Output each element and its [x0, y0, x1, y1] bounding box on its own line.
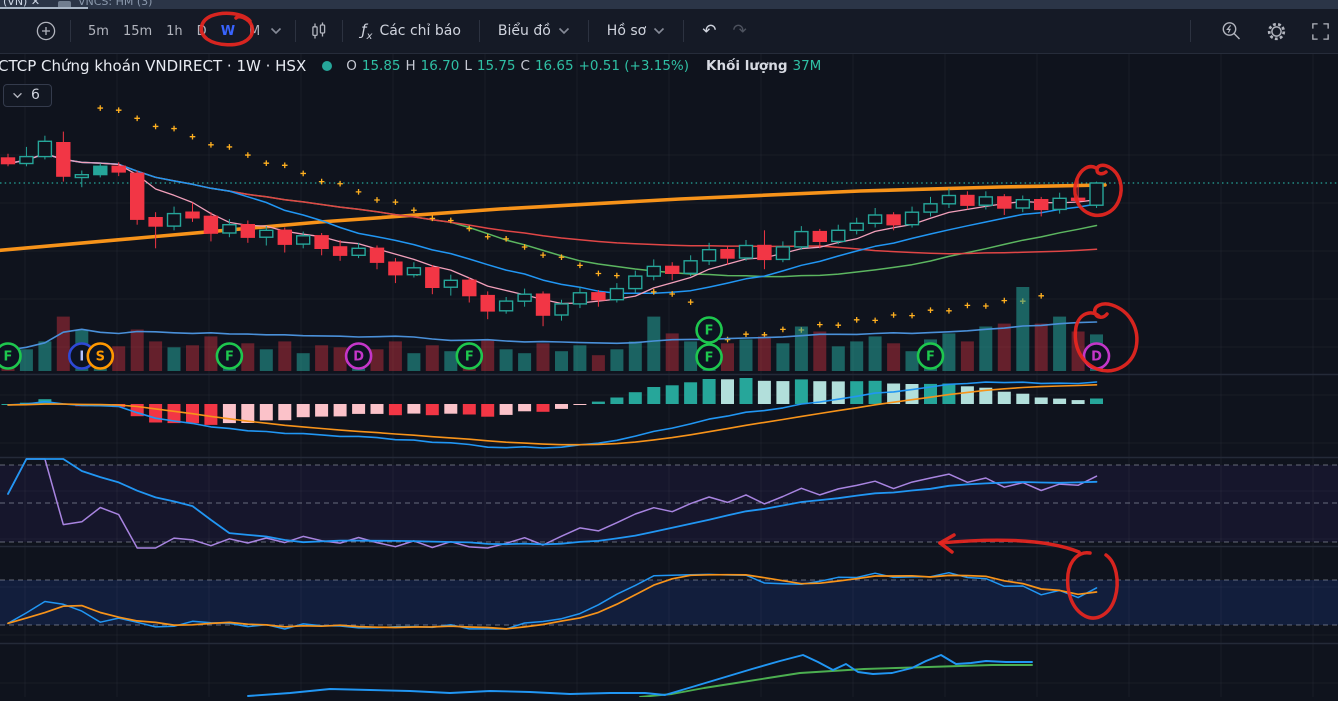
svg-text:F: F — [926, 350, 935, 365]
chevron-down-icon — [654, 27, 665, 35]
candlestick-icon — [312, 22, 326, 39]
volume-marker-F: F — [215, 342, 244, 370]
chart-menu-button[interactable]: Biểu đồ — [490, 19, 578, 43]
browser-tab-strip: (VN) ✕ VNCS: HM (3) — [0, 0, 1338, 9]
timeframe-dropdown-button[interactable] — [267, 24, 285, 38]
svg-text:I: I — [79, 350, 84, 365]
svg-text:F: F — [705, 324, 714, 339]
chart-style-button[interactable] — [306, 18, 332, 44]
search-flash-icon — [1222, 21, 1240, 39]
undo-button[interactable]: ↶ — [702, 21, 717, 41]
stoch-k-line — [7, 571, 1098, 630]
rsi-line — [7, 458, 1098, 549]
quick-search-button[interactable] — [1217, 17, 1246, 46]
bottom-green-line — [639, 664, 1033, 698]
svg-text:F: F — [4, 350, 13, 365]
active-tab-indicator — [0, 7, 88, 9]
rsi-ma-line — [7, 458, 1098, 546]
fullscreen-button[interactable] — [1307, 18, 1334, 45]
volume-marker-F: F — [0, 342, 22, 370]
open-value: 15.85 — [361, 58, 401, 74]
svg-text:F: F — [225, 350, 234, 365]
volume-marker-F: F — [916, 342, 945, 370]
volume-marker-F: F — [455, 342, 484, 370]
timeframe-W-active[interactable]: W — [220, 23, 236, 39]
chevron-down-icon — [271, 27, 282, 35]
chart-toolbar: 5m 15m 1h D W M ƒx Các chỉ báo Biểu đồ — [0, 9, 1338, 54]
open-label: O — [346, 58, 357, 74]
profile-menu-button[interactable]: Hồ sơ — [599, 19, 673, 43]
volume-markers: F I S F D FFF F D — [0, 316, 1111, 371]
low-value: 15.75 — [476, 58, 516, 74]
macd-signal-line — [7, 383, 1098, 446]
redo-button[interactable]: ↷ — [732, 21, 747, 41]
volume-ma-line — [7, 321, 1098, 351]
volume-label: Khối lượng — [706, 58, 788, 74]
symbol-info-bar: CTCP Chứng khoán VNDIRECT · 1W · HSX O 1… — [0, 57, 821, 75]
ma10-blue-line — [7, 153, 1098, 295]
toolbar-separator — [1190, 20, 1191, 42]
toolbar-left-group: 5m 15m 1h D W M ƒx Các chỉ báo Biểu đồ — [0, 17, 755, 46]
svg-text:S: S — [96, 350, 105, 365]
high-value: 16.70 — [420, 58, 460, 74]
market-status-dot — [322, 61, 333, 71]
toolbar-separator — [683, 20, 685, 42]
high-label: H — [405, 58, 416, 74]
macd-line — [7, 381, 1098, 449]
timeframe-5m[interactable]: 5m — [88, 23, 109, 39]
volume-marker-F: F — [695, 343, 723, 371]
volume-marker-D: D — [1082, 342, 1111, 370]
candles — [0, 131, 1104, 327]
bottom-blue-line — [247, 654, 1033, 697]
timeframe-M[interactable]: M — [249, 23, 261, 39]
macd-histogram — [1, 378, 1103, 425]
timeframe-D[interactable]: D — [196, 23, 207, 39]
chart-menu-label: Biểu đồ — [497, 23, 551, 39]
toolbar-separator — [295, 20, 297, 42]
toolbar-separator — [478, 20, 480, 42]
timeframe-15m[interactable]: 15m — [122, 23, 153, 39]
close-value: 16.65 — [534, 58, 574, 74]
symbol-add-button[interactable] — [32, 17, 60, 45]
toolbar-right-group — [1180, 17, 1338, 46]
svg-text:F: F — [465, 350, 474, 365]
chevron-down-icon — [13, 92, 22, 98]
fullscreen-icon — [1312, 22, 1329, 40]
indicator-count: 6 — [31, 87, 40, 103]
indicators-button[interactable]: ƒx Các chỉ báo — [353, 17, 469, 46]
browser-tab-inactive-fragment[interactable]: VNCS: HM (3) — [78, 0, 153, 8]
chevron-down-icon — [558, 27, 569, 35]
svg-text:D: D — [353, 350, 364, 365]
ma-long-orange-line — [0, 183, 1107, 253]
svg-text:D: D — [1091, 350, 1102, 365]
timeframe-1h[interactable]: 1h — [166, 23, 183, 39]
change-value: +0.51 (+3.15%) — [578, 58, 690, 74]
volume-value: 37M — [792, 58, 822, 74]
fx-icon: ƒx — [361, 20, 373, 42]
svg-text:F: F — [705, 351, 714, 366]
ohlc-readout: O 15.85 H 16.70 L 15.75 C 16.65 +0.51 (+… — [346, 58, 821, 74]
symbol-title[interactable]: CTCP Chứng khoán VNDIRECT · 1W · HSX — [0, 57, 307, 75]
toolbar-separator — [342, 20, 344, 42]
profile-menu-label: Hồ sơ — [606, 23, 647, 39]
plus-circle-icon — [36, 21, 56, 41]
indicator-collapse-button[interactable]: 6 — [3, 84, 52, 107]
volume-marker-S: S — [86, 342, 115, 370]
indicators-label: Các chỉ báo — [379, 23, 461, 39]
toolbar-separator — [70, 20, 71, 42]
volume-marker-F: F — [695, 316, 723, 344]
settings-button[interactable] — [1262, 17, 1291, 46]
browser-tab-active-fragment[interactable]: (VN) ✕ — [3, 0, 41, 8]
stoch-d-line — [7, 573, 1098, 630]
volume-marker-D: D — [344, 342, 373, 370]
close-label: C — [520, 58, 530, 74]
low-label: L — [464, 58, 472, 74]
gear-icon — [1267, 22, 1286, 40]
browser-tab-favicon — [58, 1, 71, 9]
toolbar-separator — [587, 20, 589, 42]
